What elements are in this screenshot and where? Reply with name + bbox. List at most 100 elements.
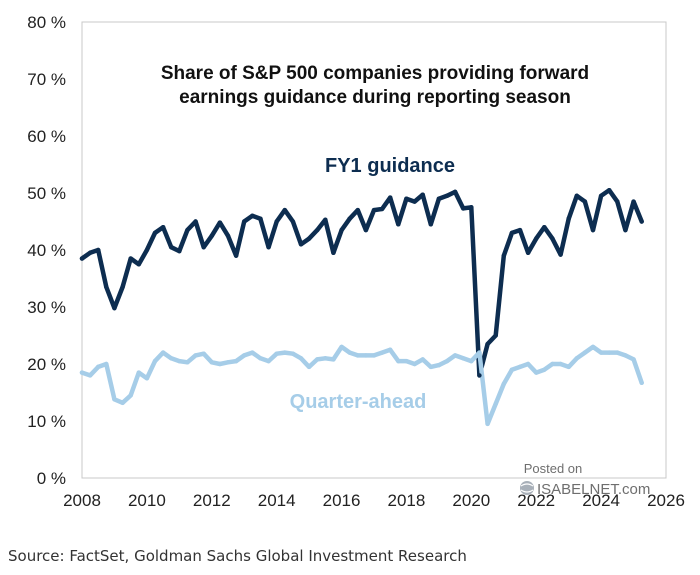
data-point-quarter-ahead [582, 350, 588, 355]
data-point-fy1-guidance [96, 247, 101, 253]
data-point-fy1-guidance [169, 244, 174, 250]
data-point-fy1-guidance [112, 305, 117, 311]
data-point-quarter-ahead [258, 356, 263, 361]
data-point-fy1-guidance [233, 253, 239, 258]
data-point-fy1-guidance [598, 193, 604, 199]
data-point-quarter-ahead [631, 357, 636, 362]
data-point-quarter-ahead [607, 350, 612, 355]
data-point-quarter-ahead [550, 361, 555, 367]
series-line-fy1-guidance [79, 187, 644, 378]
data-point-quarter-ahead [79, 370, 85, 375]
data-point-quarter-ahead [404, 358, 409, 364]
data-point-fy1-guidance [379, 206, 385, 212]
data-point-fy1-guidance [404, 196, 409, 201]
data-point-fy1-guidance [582, 199, 588, 204]
data-point-fy1-guidance [461, 206, 466, 211]
data-point-fy1-guidance [493, 333, 498, 338]
data-point-quarter-ahead [428, 364, 433, 370]
data-point-quarter-ahead [379, 350, 385, 355]
data-point-fy1-guidance [87, 250, 93, 256]
data-point-quarter-ahead [355, 353, 360, 358]
data-point-fy1-guidance [469, 205, 474, 210]
data-point-fy1-guidance [144, 247, 150, 253]
data-point-fy1-guidance [201, 244, 206, 250]
fy1-guidance-label: FY1 guidance [325, 155, 455, 177]
data-point-fy1-guidance [258, 216, 263, 221]
y-tick-label: 50 % [27, 184, 66, 203]
data-point-quarter-ahead [461, 356, 466, 361]
data-point-fy1-guidance [566, 216, 571, 221]
data-point-quarter-ahead [574, 356, 579, 361]
data-point-quarter-ahead [290, 351, 296, 356]
data-point-fy1-guidance [282, 207, 287, 213]
series-line-quarter-ahead [79, 344, 644, 427]
data-points [79, 187, 644, 427]
x-tick-label: 2008 [63, 491, 101, 510]
watermark-line-2: ISABELNET.com [537, 481, 650, 498]
data-point-fy1-guidance [347, 216, 352, 221]
data-point-quarter-ahead [493, 401, 498, 407]
data-point-quarter-ahead [120, 400, 125, 405]
data-point-quarter-ahead [152, 358, 158, 364]
data-point-fy1-guidance [501, 253, 506, 258]
data-point-quarter-ahead [525, 361, 531, 367]
data-point-fy1-guidance [428, 222, 433, 227]
x-tick-label: 2010 [128, 491, 166, 510]
data-point-fy1-guidance [574, 193, 579, 199]
data-point-quarter-ahead [201, 351, 206, 356]
data-point-quarter-ahead [420, 357, 425, 362]
data-point-fy1-guidance [607, 187, 612, 193]
data-point-quarter-ahead [542, 367, 547, 372]
data-point-fy1-guidance [242, 219, 247, 224]
data-point-fy1-guidance [339, 227, 344, 233]
quarter-ahead-label: Quarter-ahead [290, 391, 427, 413]
data-point-fy1-guidance [355, 207, 360, 213]
x-tick-label: 2024 [582, 491, 620, 510]
data-point-fy1-guidance [639, 219, 644, 224]
data-point-fy1-guidance [534, 236, 539, 241]
data-point-quarter-ahead [371, 353, 377, 358]
data-point-fy1-guidance [412, 199, 417, 204]
data-point-quarter-ahead [193, 353, 198, 358]
y-tick-label: 60 % [27, 127, 66, 146]
data-point-fy1-guidance [298, 242, 304, 247]
x-tick-label: 2018 [388, 491, 426, 510]
data-point-quarter-ahead [136, 370, 141, 375]
data-point-quarter-ahead [477, 350, 482, 355]
y-tick-label: 80 % [27, 13, 66, 32]
data-point-quarter-ahead [306, 364, 312, 370]
chart-title-line-1: Share of S&P 500 companies providing for… [161, 63, 589, 84]
data-point-quarter-ahead [623, 353, 628, 358]
y-tick-label: 0 % [37, 469, 66, 488]
data-point-quarter-ahead [87, 373, 93, 378]
data-point-quarter-ahead [169, 356, 174, 361]
data-point-quarter-ahead [485, 421, 490, 427]
watermark-line-1: Posted on [524, 461, 583, 476]
data-point-fy1-guidance [331, 250, 336, 256]
data-point-fy1-guidance [160, 225, 166, 230]
data-point-quarter-ahead [209, 360, 214, 365]
data-point-quarter-ahead [436, 362, 442, 368]
data-point-quarter-ahead [104, 361, 109, 367]
data-point-fy1-guidance [550, 236, 555, 241]
data-point-quarter-ahead [217, 361, 223, 367]
data-point-quarter-ahead [615, 350, 620, 355]
x-tick-label: 2014 [258, 491, 296, 510]
data-point-fy1-guidance [631, 199, 636, 204]
data-point-quarter-ahead [363, 353, 369, 358]
data-point-fy1-guidance [79, 256, 85, 261]
data-point-quarter-ahead [298, 356, 304, 361]
x-axis: 2008 2010 2012 2014 2016 2018 2020 2022 2024 2026 [63, 491, 685, 510]
data-point-quarter-ahead [339, 344, 344, 350]
data-point-fy1-guidance [209, 233, 214, 238]
data-point-fy1-guidance [120, 284, 125, 290]
x-tick-label: 2026 [647, 491, 685, 510]
data-point-fy1-guidance [436, 196, 442, 201]
data-point-quarter-ahead [274, 351, 279, 356]
data-point-fy1-guidance [615, 199, 620, 204]
data-point-quarter-ahead [112, 397, 117, 402]
data-point-quarter-ahead [566, 364, 571, 370]
data-point-fy1-guidance [477, 373, 482, 378]
data-point-quarter-ahead [598, 350, 604, 355]
data-point-quarter-ahead [315, 357, 320, 362]
